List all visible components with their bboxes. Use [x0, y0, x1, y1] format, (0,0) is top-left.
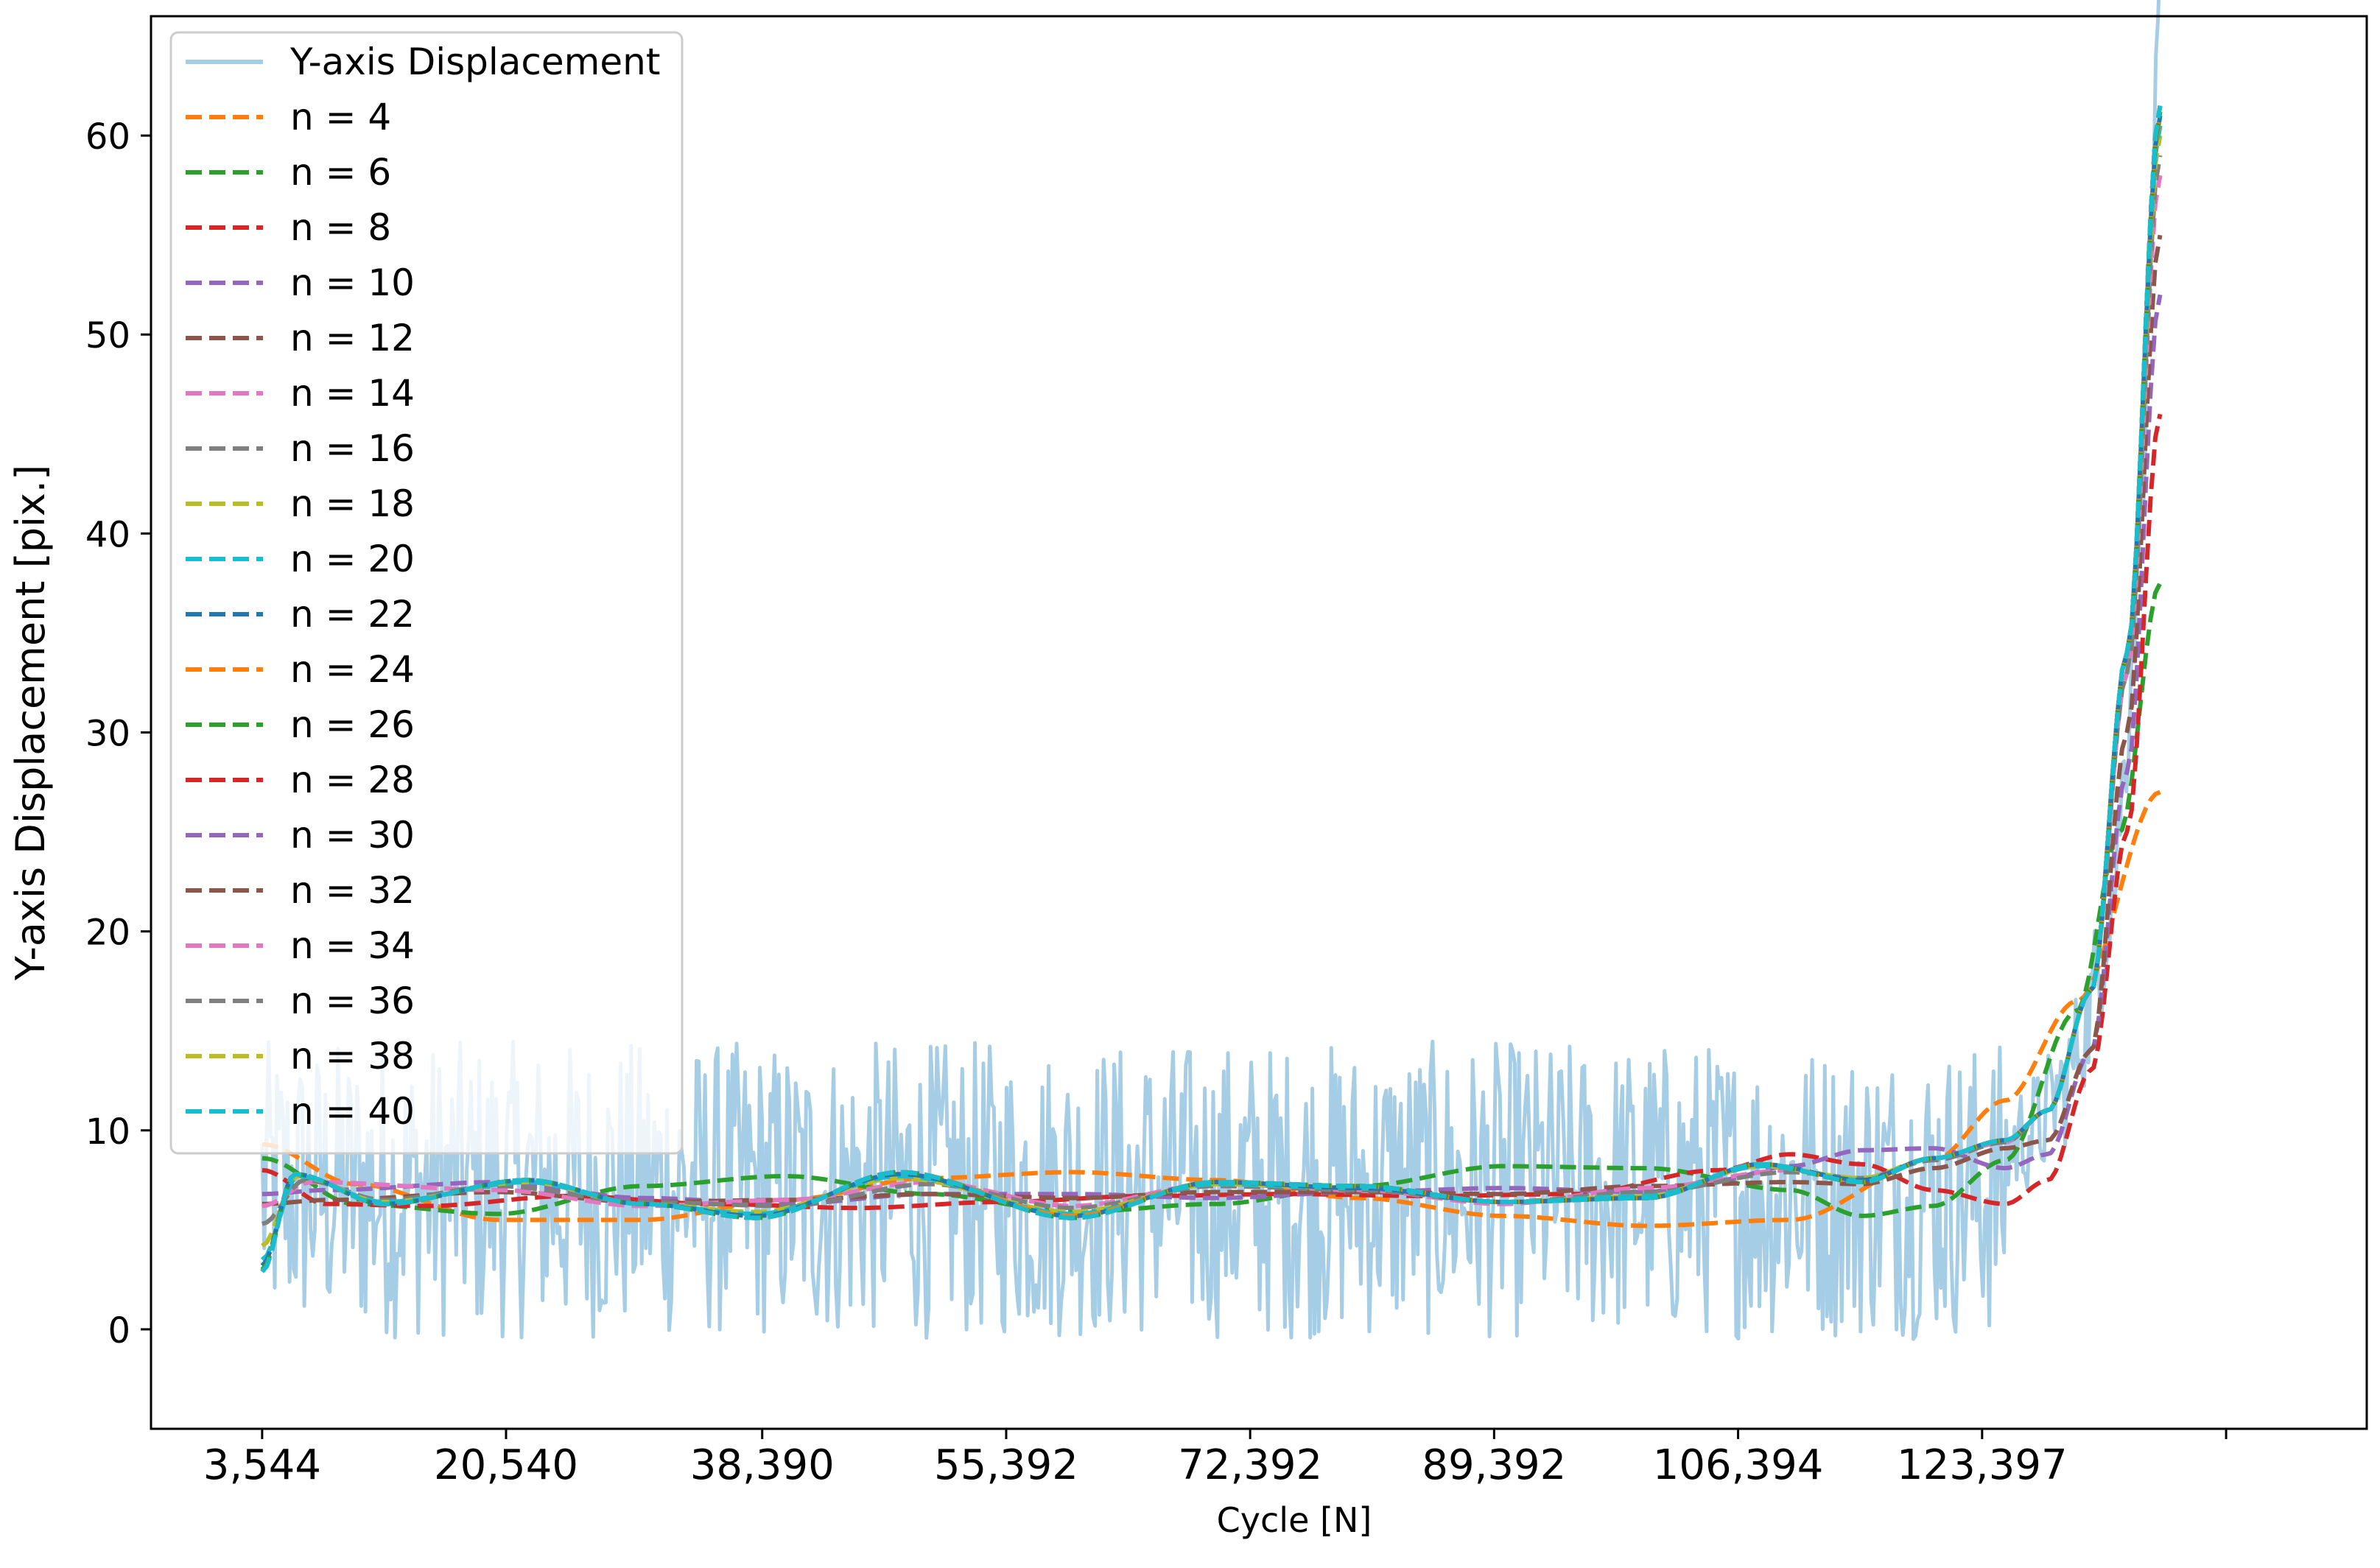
- x-tick-label: 38,390: [690, 1441, 835, 1489]
- legend-label: n = 10: [290, 261, 415, 304]
- legend-label: n = 28: [290, 759, 415, 801]
- legend-label: n = 16: [290, 427, 415, 470]
- legend-label: n = 20: [290, 538, 415, 580]
- y-tick-label: 50: [85, 315, 130, 356]
- plot-frame: [150, 15, 2368, 1430]
- legend-label: n = 8: [290, 206, 391, 249]
- x-tick-label: 123,397: [1897, 1441, 2068, 1489]
- fit-line-n-40: [260, 105, 2163, 1273]
- y-tick-label: 60: [85, 116, 130, 158]
- legend-label: n = 30: [290, 814, 415, 857]
- legend-label: n = 26: [290, 703, 415, 746]
- x-axis: 3,544 20,540 38,390 55,392 72,392 89,392 106,3…: [203, 1429, 2228, 1489]
- legend-label: n = 18: [290, 482, 415, 525]
- legend-label: n = 4: [290, 96, 391, 138]
- legend-label: Y-axis Displacement: [289, 41, 660, 83]
- legend: Y-axis Displacement n = 4 n = 6 n = 8 n = 10…: [169, 31, 684, 1155]
- legend-label: n = 36: [290, 980, 415, 1022]
- legend-label: n = 32: [290, 869, 415, 912]
- legend-label: n = 14: [290, 372, 415, 415]
- legend-label: n = 38: [290, 1035, 415, 1077]
- x-tick-label: 20,540: [434, 1441, 578, 1489]
- legend-label: n = 22: [290, 593, 415, 636]
- x-tick-label: 106,394: [1653, 1441, 1824, 1489]
- y-tick-label: 0: [108, 1310, 130, 1351]
- y-axis: 0 10 20 30 40 50 60: [85, 116, 151, 1351]
- legend-label: n = 24: [290, 648, 415, 691]
- legend-box: [169, 31, 684, 1155]
- x-tick-label: 55,392: [934, 1441, 1078, 1489]
- y-axis-title: Y-axis Displacement [pix.]: [7, 465, 54, 981]
- legend-label: n = 34: [290, 924, 415, 967]
- x-tick-label: 89,392: [1422, 1441, 1566, 1489]
- y-tick-label: 10: [85, 1111, 130, 1153]
- legend-label: n = 12: [290, 317, 415, 359]
- y-tick-label: 20: [85, 913, 130, 954]
- x-tick-label: 72,392: [1178, 1441, 1322, 1489]
- legend-label: n = 6: [290, 151, 391, 194]
- y-tick-label: 30: [85, 714, 130, 755]
- x-axis-title: Cycle [N]: [1217, 1500, 1372, 1540]
- legend-label: n = 40: [290, 1090, 415, 1133]
- x-tick-label: 3,544: [203, 1441, 321, 1489]
- series-layer: [260, 0, 2163, 1341]
- y-tick-label: 40: [85, 514, 130, 555]
- fit-line-n-12: [261, 234, 2163, 1206]
